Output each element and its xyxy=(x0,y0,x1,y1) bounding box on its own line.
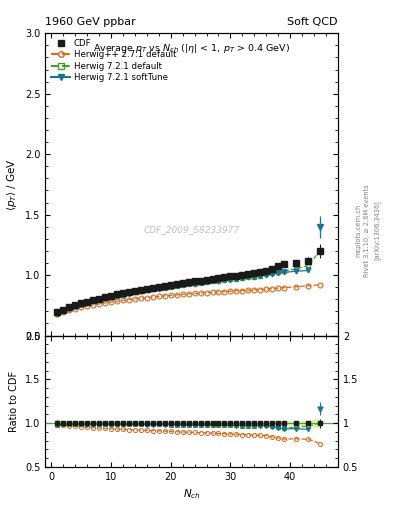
Text: mcplots.cern.ch: mcplots.cern.ch xyxy=(355,204,362,257)
Text: CDF_2009_S8233977: CDF_2009_S8233977 xyxy=(143,225,240,234)
Legend: CDF, Herwig++ 2.7.1 default, Herwig 7.2.1 default, Herwig 7.2.1 softTune: CDF, Herwig++ 2.7.1 default, Herwig 7.2.… xyxy=(50,37,178,83)
Text: 1960 GeV ppbar: 1960 GeV ppbar xyxy=(45,16,136,27)
X-axis label: $N_{ch}$: $N_{ch}$ xyxy=(183,487,200,501)
Text: Rivet 3.1.10, ≥ 2.6M events: Rivet 3.1.10, ≥ 2.6M events xyxy=(364,184,371,277)
Text: [arXiv:1306.3436]: [arXiv:1306.3436] xyxy=(374,201,381,260)
Y-axis label: Ratio to CDF: Ratio to CDF xyxy=(9,371,19,432)
Text: Average $p_T$ vs $N_{ch}$ ($|\eta|$ < 1, $p_T$ > 0.4 GeV): Average $p_T$ vs $N_{ch}$ ($|\eta|$ < 1,… xyxy=(93,42,290,55)
Y-axis label: $\langle p_T \rangle$ / GeV: $\langle p_T \rangle$ / GeV xyxy=(5,158,19,211)
Text: Soft QCD: Soft QCD xyxy=(288,16,338,27)
